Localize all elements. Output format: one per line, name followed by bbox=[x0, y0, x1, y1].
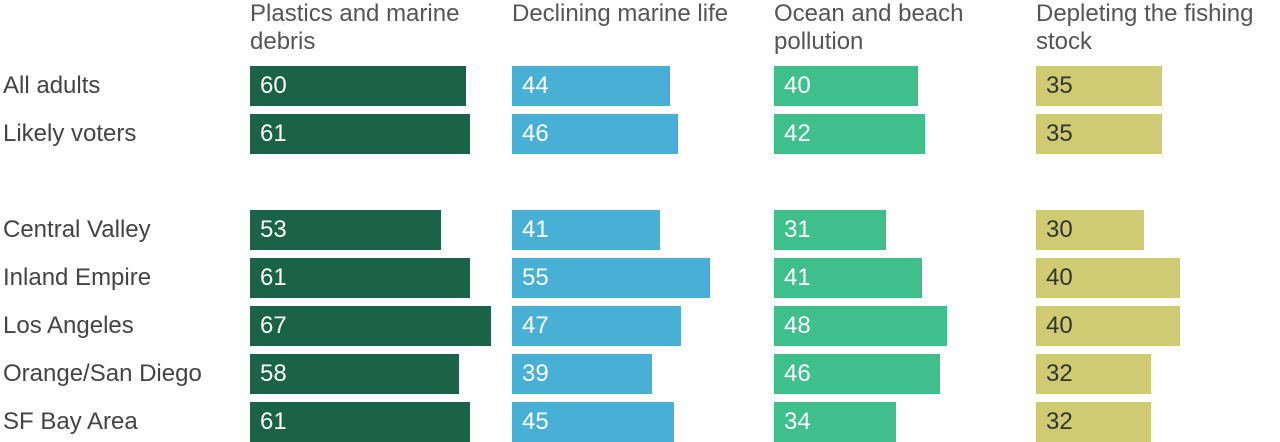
bar bbox=[512, 306, 682, 346]
panel-title: Ocean and beach pollution bbox=[774, 0, 964, 55]
bar bbox=[250, 354, 459, 394]
bar bbox=[512, 402, 674, 442]
bar bbox=[250, 66, 466, 106]
value-label: 55 bbox=[522, 264, 549, 291]
bar bbox=[512, 210, 660, 250]
value-label: 67 bbox=[260, 312, 287, 339]
category-label: SF Bay Area bbox=[3, 408, 138, 435]
value-label: 40 bbox=[1046, 264, 1073, 291]
value-label: 46 bbox=[522, 120, 549, 147]
bar bbox=[512, 258, 710, 298]
bar bbox=[774, 210, 886, 250]
bar bbox=[250, 114, 470, 154]
category-label: All adults bbox=[3, 72, 101, 99]
value-label: 42 bbox=[784, 120, 811, 147]
category-label: Central Valley bbox=[3, 216, 151, 243]
bar bbox=[774, 402, 897, 442]
value-label: 45 bbox=[522, 408, 549, 435]
category-label: Los Angeles bbox=[3, 312, 134, 339]
value-label: 41 bbox=[522, 216, 549, 243]
bar bbox=[512, 354, 653, 394]
bar bbox=[512, 114, 678, 154]
category-label: Orange/San Diego bbox=[3, 360, 202, 387]
value-label: 61 bbox=[260, 408, 287, 435]
value-label: 35 bbox=[1046, 120, 1073, 147]
bar bbox=[250, 402, 470, 442]
bar bbox=[774, 306, 947, 346]
value-label: 47 bbox=[522, 312, 549, 339]
bar bbox=[1036, 66, 1162, 106]
bar bbox=[774, 354, 940, 394]
bar bbox=[250, 210, 441, 250]
value-label: 31 bbox=[784, 216, 811, 243]
bar bbox=[1036, 354, 1152, 394]
value-label: 35 bbox=[1046, 72, 1073, 99]
value-label: 40 bbox=[784, 72, 811, 99]
bar bbox=[512, 66, 671, 106]
bar bbox=[774, 258, 922, 298]
value-label: 39 bbox=[522, 360, 549, 387]
bar bbox=[774, 114, 926, 154]
value-label: 41 bbox=[784, 264, 811, 291]
value-label: 32 bbox=[1046, 360, 1073, 387]
bar bbox=[250, 306, 492, 346]
panel-title: Depleting the fishing stock bbox=[1036, 0, 1254, 55]
category-label: Likely voters bbox=[3, 120, 137, 147]
value-label: 53 bbox=[260, 216, 287, 243]
bar bbox=[1036, 258, 1180, 298]
value-label: 61 bbox=[260, 120, 287, 147]
value-label: 60 bbox=[260, 72, 287, 99]
value-label: 46 bbox=[784, 360, 811, 387]
bar bbox=[1036, 210, 1144, 250]
value-label: 44 bbox=[522, 72, 549, 99]
bar bbox=[1036, 306, 1180, 346]
bar bbox=[1036, 402, 1152, 442]
value-label: 32 bbox=[1046, 408, 1073, 435]
panel-title: Declining marine life bbox=[512, 0, 729, 27]
category-label: Inland Empire bbox=[3, 264, 152, 291]
value-label: 40 bbox=[1046, 312, 1073, 339]
value-label: 30 bbox=[1046, 216, 1073, 243]
bar bbox=[774, 66, 918, 106]
panel-title: Plastics and marine debris bbox=[250, 0, 460, 55]
value-label: 34 bbox=[784, 408, 811, 435]
value-label: 48 bbox=[784, 312, 811, 339]
bar bbox=[250, 258, 470, 298]
value-label: 61 bbox=[260, 264, 287, 291]
value-label: 58 bbox=[260, 360, 287, 387]
bar bbox=[1036, 114, 1162, 154]
